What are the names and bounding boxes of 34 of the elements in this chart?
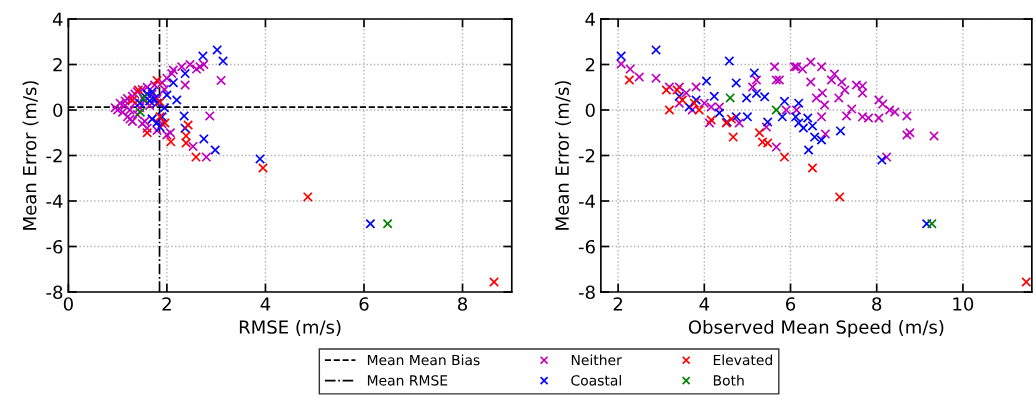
x-tick-label: 6 xyxy=(359,297,369,311)
y-tick-label: 4 xyxy=(585,12,596,26)
x-axis-title: Observed Mean Speed (m/s) xyxy=(688,319,944,338)
y-tick-label: 4 xyxy=(52,12,63,26)
y-tick-label: 0 xyxy=(53,103,63,118)
x-axis-title: RMSE (m/s) xyxy=(239,319,341,336)
y-axis-title: Mean Error (m/s) xyxy=(22,81,39,230)
y-axis-title: Mean Error (m/s) xyxy=(555,81,572,230)
x-tick-label: 4 xyxy=(260,297,271,311)
x-tick-label: 8 xyxy=(458,297,468,311)
x-tick-label: 0 xyxy=(63,297,73,311)
legend-label: Both xyxy=(713,374,744,386)
legend-label: Mean Mean Bias xyxy=(367,354,480,366)
y-tick-label: -6 xyxy=(578,239,595,254)
y-tick-label: 0 xyxy=(585,103,595,118)
x-tick-label: 10 xyxy=(953,297,974,311)
legend-label: Coastal xyxy=(571,374,621,386)
y-tick-label: -8 xyxy=(578,285,595,300)
legend-label: Neither xyxy=(571,354,622,366)
y-tick-label: -8 xyxy=(46,285,63,300)
y-tick-label: -2 xyxy=(46,148,62,163)
x-tick-label: 8 xyxy=(872,297,882,311)
y-tick-label: -6 xyxy=(46,239,63,254)
y-tick-label: 2 xyxy=(53,57,62,72)
y-tick-label: -4 xyxy=(578,194,596,208)
y-tick-label: -4 xyxy=(46,194,63,208)
x-tick-label: 2 xyxy=(162,297,171,311)
y-tick-label: -2 xyxy=(578,148,595,163)
legend-label: Elevated xyxy=(713,354,772,366)
x-tick-label: 6 xyxy=(786,297,796,311)
legend-label: Mean RMSE xyxy=(367,375,448,386)
x-tick-label: 2 xyxy=(613,297,623,311)
y-tick-label: 2 xyxy=(585,57,595,72)
x-tick-label: 4 xyxy=(699,297,710,311)
